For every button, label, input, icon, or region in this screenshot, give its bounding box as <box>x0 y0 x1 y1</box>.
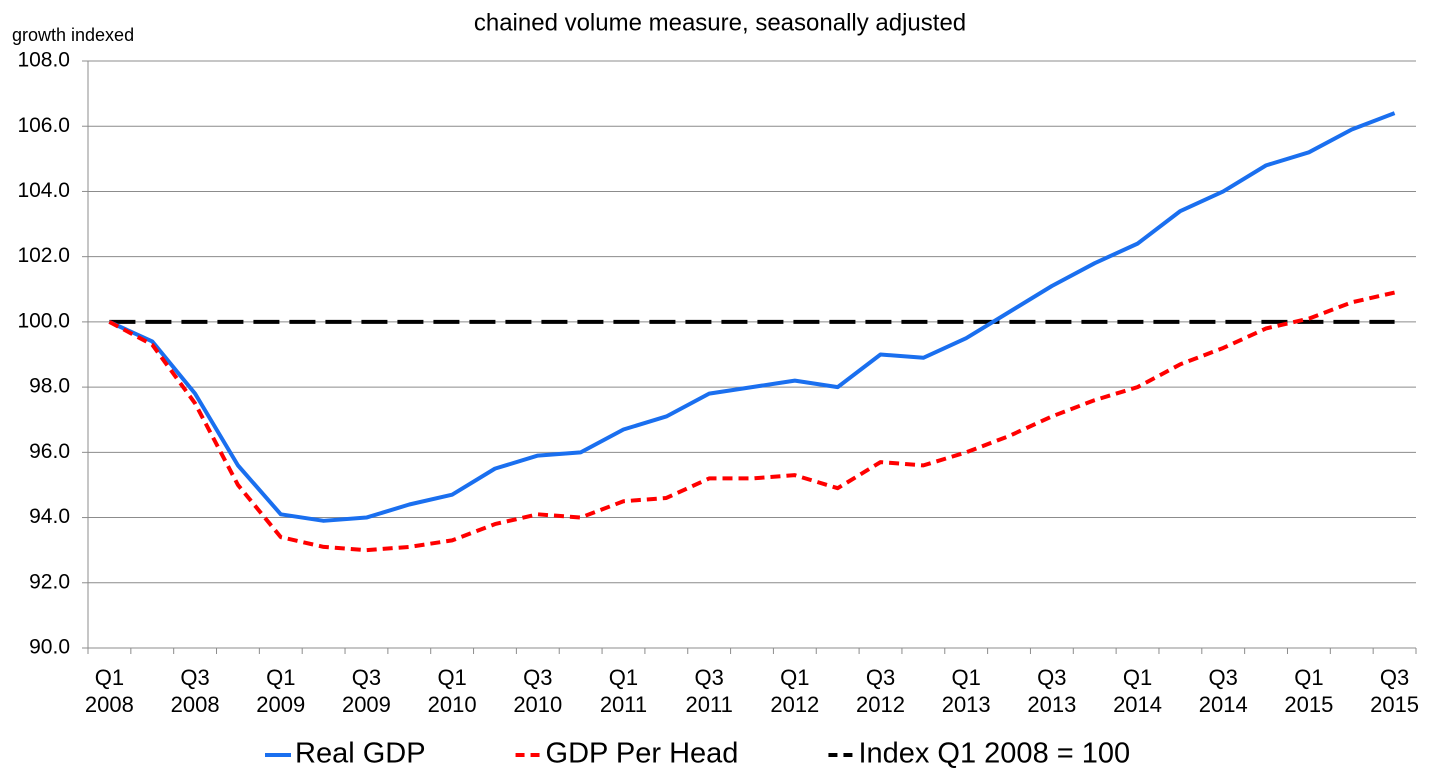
legend-label: GDP Per Head <box>546 738 739 770</box>
x-tick-label: Q3 2014 <box>1198 665 1248 717</box>
x-tick-label: Q1 2015 <box>1284 665 1334 717</box>
x-tick-label: Q3 2011 <box>685 665 733 717</box>
y-tick-label: 98.0 <box>29 375 70 398</box>
y-tick-label: 106.0 <box>17 114 70 137</box>
y-tick-label: 104.0 <box>17 179 70 202</box>
x-tick-label: Q3 2010 <box>513 665 563 717</box>
x-tick-label: Q1 2013 <box>941 665 991 717</box>
chart-title: chained volume measure, seasonally adjus… <box>474 9 966 36</box>
x-tick-label: Q1 2014 <box>1113 665 1163 717</box>
x-tick-label: Q1 2011 <box>599 665 648 717</box>
y-tick-label: 108.0 <box>17 49 70 72</box>
y-tick-label: 92.0 <box>29 570 70 593</box>
legend-label: Real GDP <box>295 738 426 770</box>
x-tick-label: Q1 2012 <box>770 665 820 717</box>
x-tick-label: Q3 2013 <box>1027 665 1077 717</box>
series-line <box>108 111 1396 523</box>
y-tick-label: 102.0 <box>17 244 70 267</box>
y-tick-label: 94.0 <box>29 505 70 528</box>
x-tick-label: Q3 2008 <box>170 665 220 717</box>
series-line <box>108 290 1396 553</box>
x-tick-label: Q3 2012 <box>856 665 905 717</box>
legend-label: Index Q1 2008 = 100 <box>858 738 1130 770</box>
x-tick-label: Q1 2010 <box>427 665 477 717</box>
x-tick-label: Q3 2009 <box>341 665 391 717</box>
x-tick-label: Q1 2008 <box>84 665 134 717</box>
y-tick-label: 90.0 <box>29 636 70 659</box>
y-tick-label: 96.0 <box>29 440 70 463</box>
x-tick-label: Q1 2009 <box>256 665 306 717</box>
y-axis-label: growth indexed <box>12 25 134 45</box>
x-tick-label: Q3 2015 <box>1370 665 1420 717</box>
y-tick-label: 100.0 <box>17 309 70 332</box>
